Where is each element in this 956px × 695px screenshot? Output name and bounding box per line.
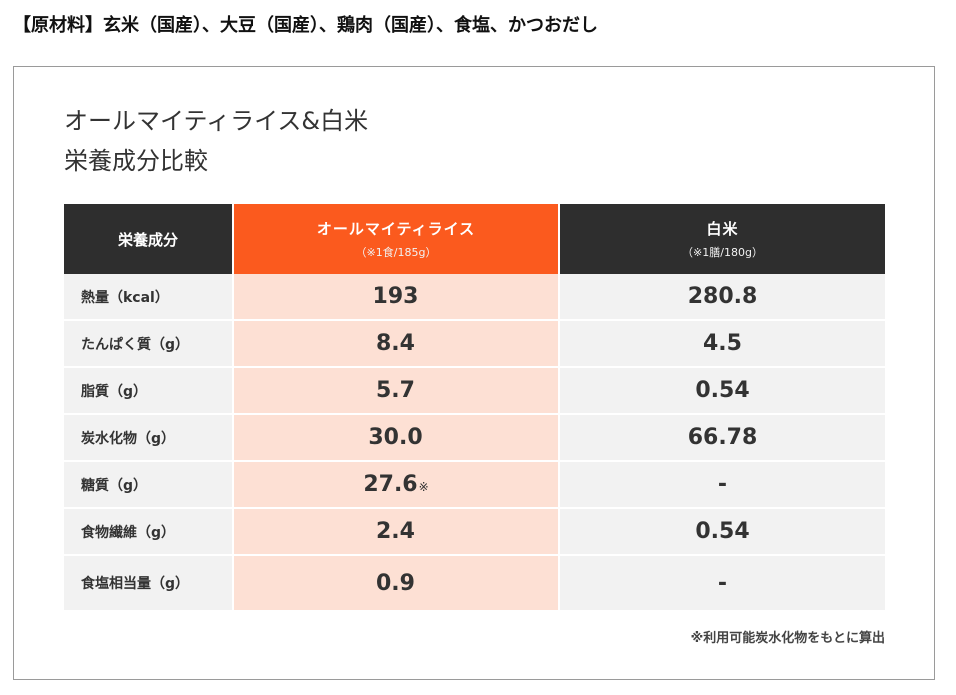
- header-allmighty-rice: オールマイティライス （※1食/185g）: [234, 204, 560, 274]
- row-label: 糖質（g）: [64, 462, 234, 509]
- table-row: 脂質（g） 5.7 0.54: [64, 368, 885, 415]
- row-label: 脂質（g）: [64, 368, 234, 415]
- footnote: ※利用可能炭水化物をもとに算出: [690, 631, 885, 646]
- header-allmighty-name: オールマイティライス: [316, 220, 476, 238]
- table-row: 食物繊維（g） 2.4 0.54: [64, 509, 885, 556]
- row-label: 食物繊維（g）: [64, 509, 234, 556]
- allmighty-value: 5.7: [234, 368, 560, 415]
- row-label: 熱量（kcal）: [64, 274, 234, 321]
- header-nutrient: 栄養成分: [64, 204, 234, 274]
- row-label: 食塩相当量（g）: [64, 556, 234, 610]
- rice-value: -: [560, 462, 885, 509]
- table-row: 熱量（kcal） 193 280.8: [64, 274, 885, 321]
- allmighty-value: 193: [234, 274, 560, 321]
- rice-value: 280.8: [560, 274, 885, 321]
- header-white-rice: 白米 （※1膳/180g）: [560, 204, 885, 274]
- table-header-row: 栄養成分 オールマイティライス （※1食/185g） 白米 （※1膳/180g）: [64, 204, 885, 274]
- allmighty-value: 30.0: [234, 415, 560, 462]
- table-row: たんぱく質（g） 8.4 4.5: [64, 321, 885, 368]
- card-title: オールマイティライス&白米 栄養成分比較: [64, 101, 368, 181]
- allmighty-value: 2.4: [234, 509, 560, 556]
- allmighty-value: 0.9: [234, 556, 560, 610]
- rice-value: 4.5: [560, 321, 885, 368]
- header-allmighty-serving: （※1食/185g）: [355, 246, 437, 259]
- ingredients-line: 【原材料】玄米（国産）、大豆（国産）、鶏肉（国産）、食塩、かつおだし: [13, 15, 598, 36]
- footnote-mark: ※: [418, 480, 429, 494]
- header-nutrient-label: 栄養成分: [117, 230, 178, 249]
- rice-value: 66.78: [560, 415, 885, 462]
- nutrition-table: 栄養成分 オールマイティライス （※1食/185g） 白米 （※1膳/180g）…: [64, 204, 885, 610]
- table-row: 糖質（g） 27.6※ -: [64, 462, 885, 509]
- header-rice-serving: （※1膳/180g）: [682, 246, 763, 259]
- allmighty-value: 27.6※: [234, 462, 560, 509]
- table-row: 食塩相当量（g） 0.9 -: [64, 556, 885, 610]
- rice-value: 0.54: [560, 368, 885, 415]
- rice-value: 0.54: [560, 509, 885, 556]
- rice-value: -: [560, 556, 885, 610]
- allmighty-value: 8.4: [234, 321, 560, 368]
- card-title-line2: 栄養成分比較: [64, 147, 208, 175]
- table-row: 炭水化物（g） 30.0 66.78: [64, 415, 885, 462]
- card-title-line1: オールマイティライス&白米: [64, 107, 369, 135]
- header-rice-name: 白米: [706, 220, 739, 238]
- nutrition-comparison-card: オールマイティライス&白米 栄養成分比較 栄養成分 オールマイティライス （※1…: [13, 66, 935, 680]
- row-label: 炭水化物（g）: [64, 415, 234, 462]
- row-label: たんぱく質（g）: [64, 321, 234, 368]
